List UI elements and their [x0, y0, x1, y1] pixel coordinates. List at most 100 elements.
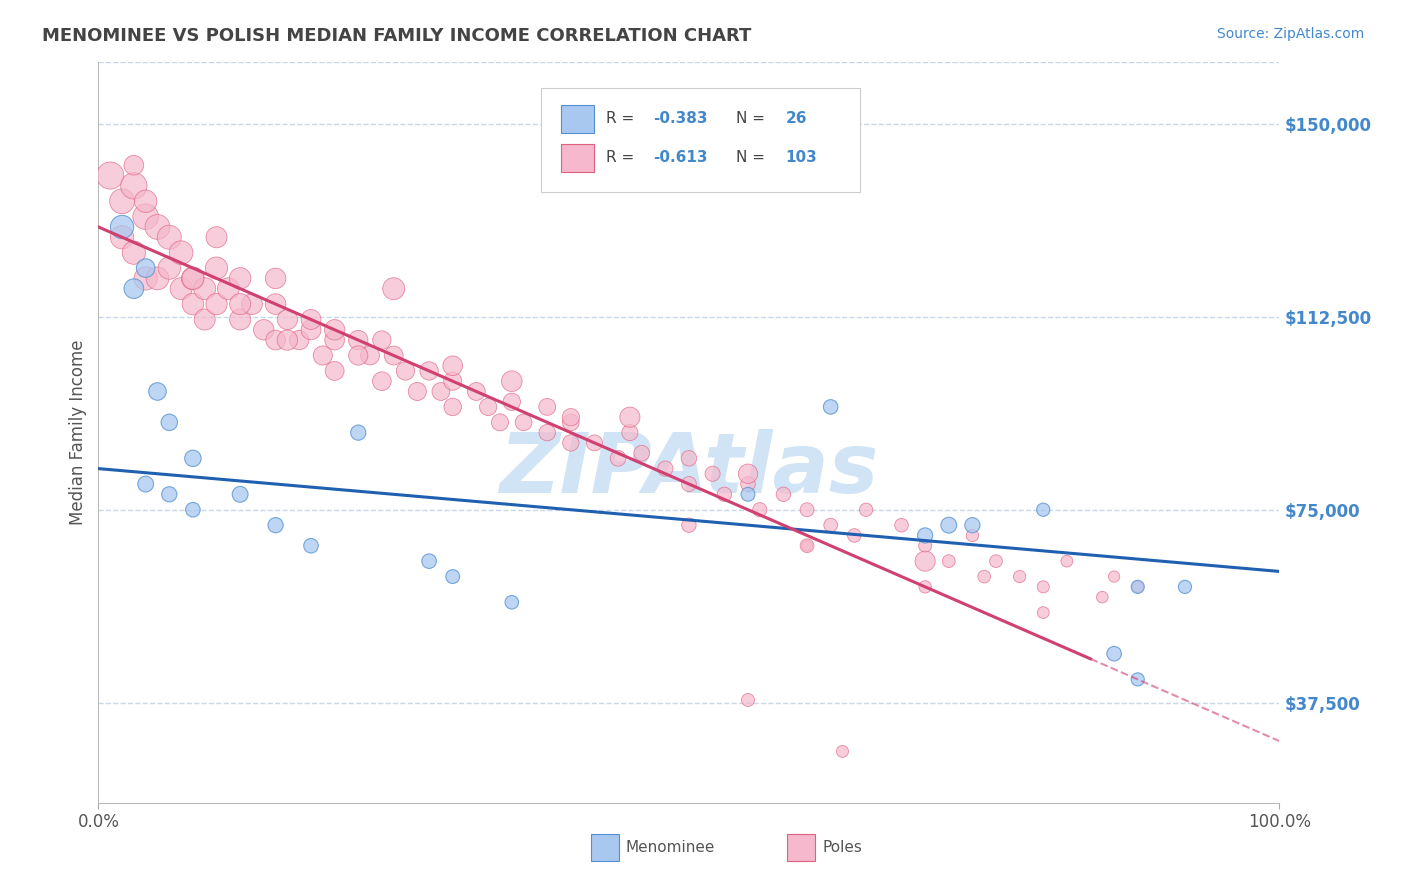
- Point: [323, 323, 346, 337]
- Point: [619, 425, 641, 440]
- Point: [181, 451, 204, 466]
- Point: [1126, 580, 1149, 594]
- Point: [347, 349, 370, 363]
- Point: [430, 384, 453, 399]
- Point: [441, 400, 464, 414]
- Point: [122, 245, 145, 260]
- Point: [890, 518, 912, 533]
- Text: -0.613: -0.613: [654, 151, 709, 165]
- Point: [1032, 606, 1054, 620]
- Point: [135, 271, 157, 285]
- Point: [122, 282, 145, 296]
- Point: [181, 271, 204, 285]
- Text: 26: 26: [786, 112, 807, 126]
- Text: -0.383: -0.383: [654, 112, 709, 126]
- Point: [772, 487, 794, 501]
- Point: [194, 312, 217, 326]
- FancyBboxPatch shape: [541, 88, 860, 192]
- Point: [205, 261, 228, 276]
- Point: [111, 219, 134, 234]
- Point: [146, 219, 169, 234]
- Point: [299, 323, 322, 337]
- Point: [748, 502, 770, 516]
- Point: [181, 271, 204, 285]
- Text: Poles: Poles: [823, 840, 862, 855]
- Point: [501, 595, 523, 609]
- Point: [536, 400, 558, 414]
- Point: [501, 394, 523, 409]
- Point: [264, 518, 287, 533]
- Point: [938, 518, 960, 533]
- Point: [181, 502, 204, 516]
- Point: [796, 502, 818, 516]
- Point: [560, 410, 582, 425]
- Point: [157, 415, 180, 429]
- Point: [347, 425, 370, 440]
- Point: [1126, 673, 1149, 687]
- Point: [135, 210, 157, 224]
- Point: [1056, 554, 1078, 568]
- Point: [441, 359, 464, 373]
- Point: [713, 487, 735, 501]
- Point: [501, 374, 523, 388]
- Point: [146, 384, 169, 399]
- Point: [135, 194, 157, 209]
- Text: R =: R =: [606, 151, 640, 165]
- Point: [347, 333, 370, 347]
- Point: [619, 410, 641, 425]
- Point: [855, 502, 877, 516]
- Point: [394, 364, 416, 378]
- Point: [820, 518, 842, 533]
- Point: [157, 261, 180, 276]
- Point: [205, 297, 228, 311]
- Point: [831, 744, 853, 758]
- Point: [512, 415, 534, 429]
- Point: [1174, 580, 1197, 594]
- Point: [276, 333, 298, 347]
- Point: [737, 693, 759, 707]
- Point: [737, 467, 759, 481]
- Point: [194, 282, 217, 296]
- Point: [844, 528, 866, 542]
- Point: [264, 333, 287, 347]
- Point: [229, 271, 252, 285]
- Point: [560, 415, 582, 429]
- Point: [205, 230, 228, 244]
- Point: [489, 415, 512, 429]
- Point: [477, 400, 499, 414]
- Point: [98, 169, 121, 183]
- Point: [288, 333, 311, 347]
- Point: [678, 477, 700, 491]
- Point: [984, 554, 1007, 568]
- Point: [560, 436, 582, 450]
- Point: [323, 333, 346, 347]
- Point: [382, 282, 405, 296]
- Point: [678, 518, 700, 533]
- FancyBboxPatch shape: [561, 104, 595, 133]
- Point: [1102, 569, 1125, 583]
- Point: [312, 349, 335, 363]
- Point: [264, 271, 287, 285]
- Point: [678, 451, 700, 466]
- Point: [276, 312, 298, 326]
- Point: [914, 580, 936, 594]
- Point: [654, 461, 676, 475]
- Point: [299, 539, 322, 553]
- Text: MENOMINEE VS POLISH MEDIAN FAMILY INCOME CORRELATION CHART: MENOMINEE VS POLISH MEDIAN FAMILY INCOME…: [42, 27, 752, 45]
- Point: [536, 425, 558, 440]
- Point: [122, 158, 145, 172]
- Point: [181, 297, 204, 311]
- Text: 103: 103: [786, 151, 817, 165]
- Point: [796, 539, 818, 553]
- FancyBboxPatch shape: [561, 144, 595, 172]
- Point: [1126, 580, 1149, 594]
- Point: [217, 282, 239, 296]
- Point: [371, 374, 394, 388]
- Y-axis label: Median Family Income: Median Family Income: [69, 340, 87, 525]
- Text: N =: N =: [737, 112, 770, 126]
- Point: [465, 384, 488, 399]
- Point: [914, 528, 936, 542]
- Point: [170, 282, 193, 296]
- Point: [630, 446, 652, 460]
- Point: [441, 374, 464, 388]
